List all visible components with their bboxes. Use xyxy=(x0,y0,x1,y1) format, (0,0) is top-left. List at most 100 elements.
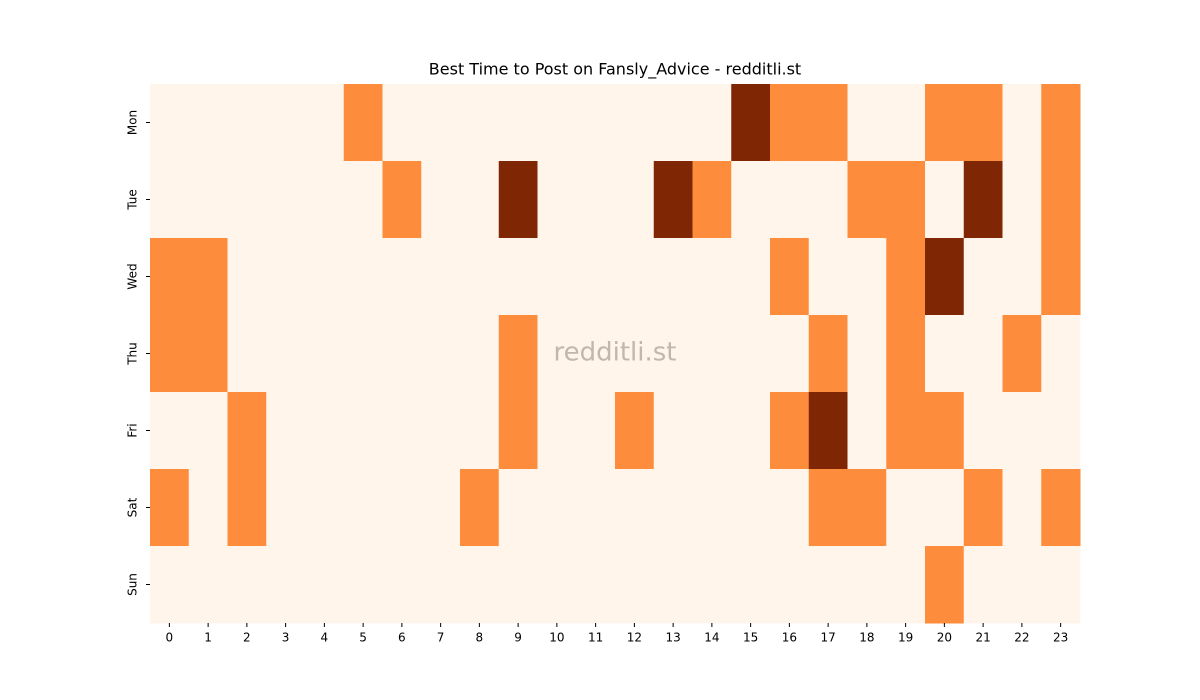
heatmap-cell xyxy=(305,392,345,470)
x-tick-label: 18 xyxy=(859,631,874,645)
heatmap-cell xyxy=(615,84,655,162)
heatmap-cell xyxy=(692,161,732,239)
heatmap-cell xyxy=(731,546,771,624)
x-tick-label: 1 xyxy=(204,631,212,645)
heatmap-cell xyxy=(692,84,732,162)
heatmap-cell xyxy=(343,469,383,547)
heatmap-cell xyxy=(925,238,965,316)
heatmap-cell xyxy=(770,315,810,393)
x-tick-label: 10 xyxy=(549,631,564,645)
heatmap-cell xyxy=(886,392,926,470)
x-tick-label: 16 xyxy=(782,631,797,645)
heatmap-cell xyxy=(963,161,1003,239)
x-tick-label: 17 xyxy=(820,631,835,645)
heatmap-cell xyxy=(421,546,461,624)
heatmap-cell xyxy=(305,315,345,393)
heatmap-cell xyxy=(537,161,577,239)
heatmap-cell xyxy=(808,315,848,393)
y-tick-label: Mon xyxy=(126,110,140,135)
heatmap-cell xyxy=(847,315,887,393)
heatmap-cell xyxy=(266,546,306,624)
heatmap-cell xyxy=(1041,469,1081,547)
x-tick-label: 4 xyxy=(321,631,329,645)
heatmap-cell xyxy=(653,392,693,470)
heatmap-cell xyxy=(343,161,383,239)
heatmap-cell xyxy=(188,84,228,162)
x-tick-label: 19 xyxy=(898,631,913,645)
x-tick-label: 13 xyxy=(665,631,680,645)
heatmap-cell xyxy=(808,469,848,547)
heatmap-cell xyxy=(266,315,306,393)
heatmap-cell xyxy=(1002,315,1042,393)
heatmap-cell xyxy=(421,469,461,547)
heatmap-cell xyxy=(537,392,577,470)
heatmap-cell xyxy=(963,546,1003,624)
heatmap-cell xyxy=(343,546,383,624)
heatmap-cell xyxy=(731,161,771,239)
heatmap-cell xyxy=(305,161,345,239)
heatmap-cell xyxy=(925,469,965,547)
x-tick-label: 9 xyxy=(514,631,522,645)
heatmap-cell xyxy=(770,392,810,470)
heatmap-cell xyxy=(731,392,771,470)
heatmap-cell xyxy=(963,469,1003,547)
heatmap-cell xyxy=(770,469,810,547)
heatmap-cell xyxy=(925,161,965,239)
heatmap-cell xyxy=(266,392,306,470)
x-tick-label: 21 xyxy=(975,631,990,645)
heatmap-cell xyxy=(692,469,732,547)
y-tick-label: Sun xyxy=(126,573,140,596)
heatmap-cell xyxy=(692,315,732,393)
heatmap-cell xyxy=(770,161,810,239)
heatmap-cell xyxy=(1041,238,1081,316)
heatmap-cell xyxy=(847,392,887,470)
heatmap-cell xyxy=(808,392,848,470)
heatmap-cell xyxy=(731,238,771,316)
heatmap-cell xyxy=(1002,546,1042,624)
x-tick-label: 15 xyxy=(743,631,758,645)
heatmap-cell xyxy=(1041,392,1081,470)
chart-title: Best Time to Post on Fansly_Advice - red… xyxy=(429,60,801,80)
heatmap-cell xyxy=(847,546,887,624)
heatmap-cell xyxy=(188,315,228,393)
heatmap-cell xyxy=(382,238,422,316)
heatmap-cell xyxy=(1002,161,1042,239)
heatmap-cell xyxy=(653,238,693,316)
heatmap-cell xyxy=(1041,546,1081,624)
heatmap-cell xyxy=(847,469,887,547)
heatmap-cell xyxy=(576,546,616,624)
heatmap-cell xyxy=(382,469,422,547)
heatmap-cell xyxy=(615,238,655,316)
x-tick-label: 5 xyxy=(359,631,367,645)
heatmap-cell xyxy=(576,238,616,316)
heatmap-cell xyxy=(227,392,267,470)
heatmap-cell xyxy=(1041,161,1081,239)
heatmap-cell xyxy=(460,161,500,239)
heatmap-cell xyxy=(537,84,577,162)
heatmap-cell xyxy=(925,84,965,162)
heatmap-cell xyxy=(615,161,655,239)
heatmap-cell xyxy=(731,469,771,547)
heatmap-cell xyxy=(1041,315,1081,393)
heatmap-cell xyxy=(460,392,500,470)
heatmap-cell xyxy=(653,546,693,624)
heatmap-cell xyxy=(1002,469,1042,547)
heatmap-cell xyxy=(808,546,848,624)
x-tick-label: 0 xyxy=(166,631,174,645)
heatmap-cell xyxy=(227,84,267,162)
heatmap-cell xyxy=(227,238,267,316)
heatmap-cell xyxy=(150,315,190,393)
heatmap-cell xyxy=(576,315,616,393)
heatmap-cell xyxy=(460,546,500,624)
heatmap-cell xyxy=(576,392,616,470)
heatmap-cell xyxy=(653,84,693,162)
heatmap-cell xyxy=(1002,84,1042,162)
heatmap-cell xyxy=(537,315,577,393)
heatmap-cell xyxy=(150,546,190,624)
heatmap-cell xyxy=(886,469,926,547)
y-tick-label: Sat xyxy=(126,497,140,517)
heatmap-cell xyxy=(343,315,383,393)
heatmap-cell xyxy=(615,392,655,470)
heatmap-cell xyxy=(227,161,267,239)
